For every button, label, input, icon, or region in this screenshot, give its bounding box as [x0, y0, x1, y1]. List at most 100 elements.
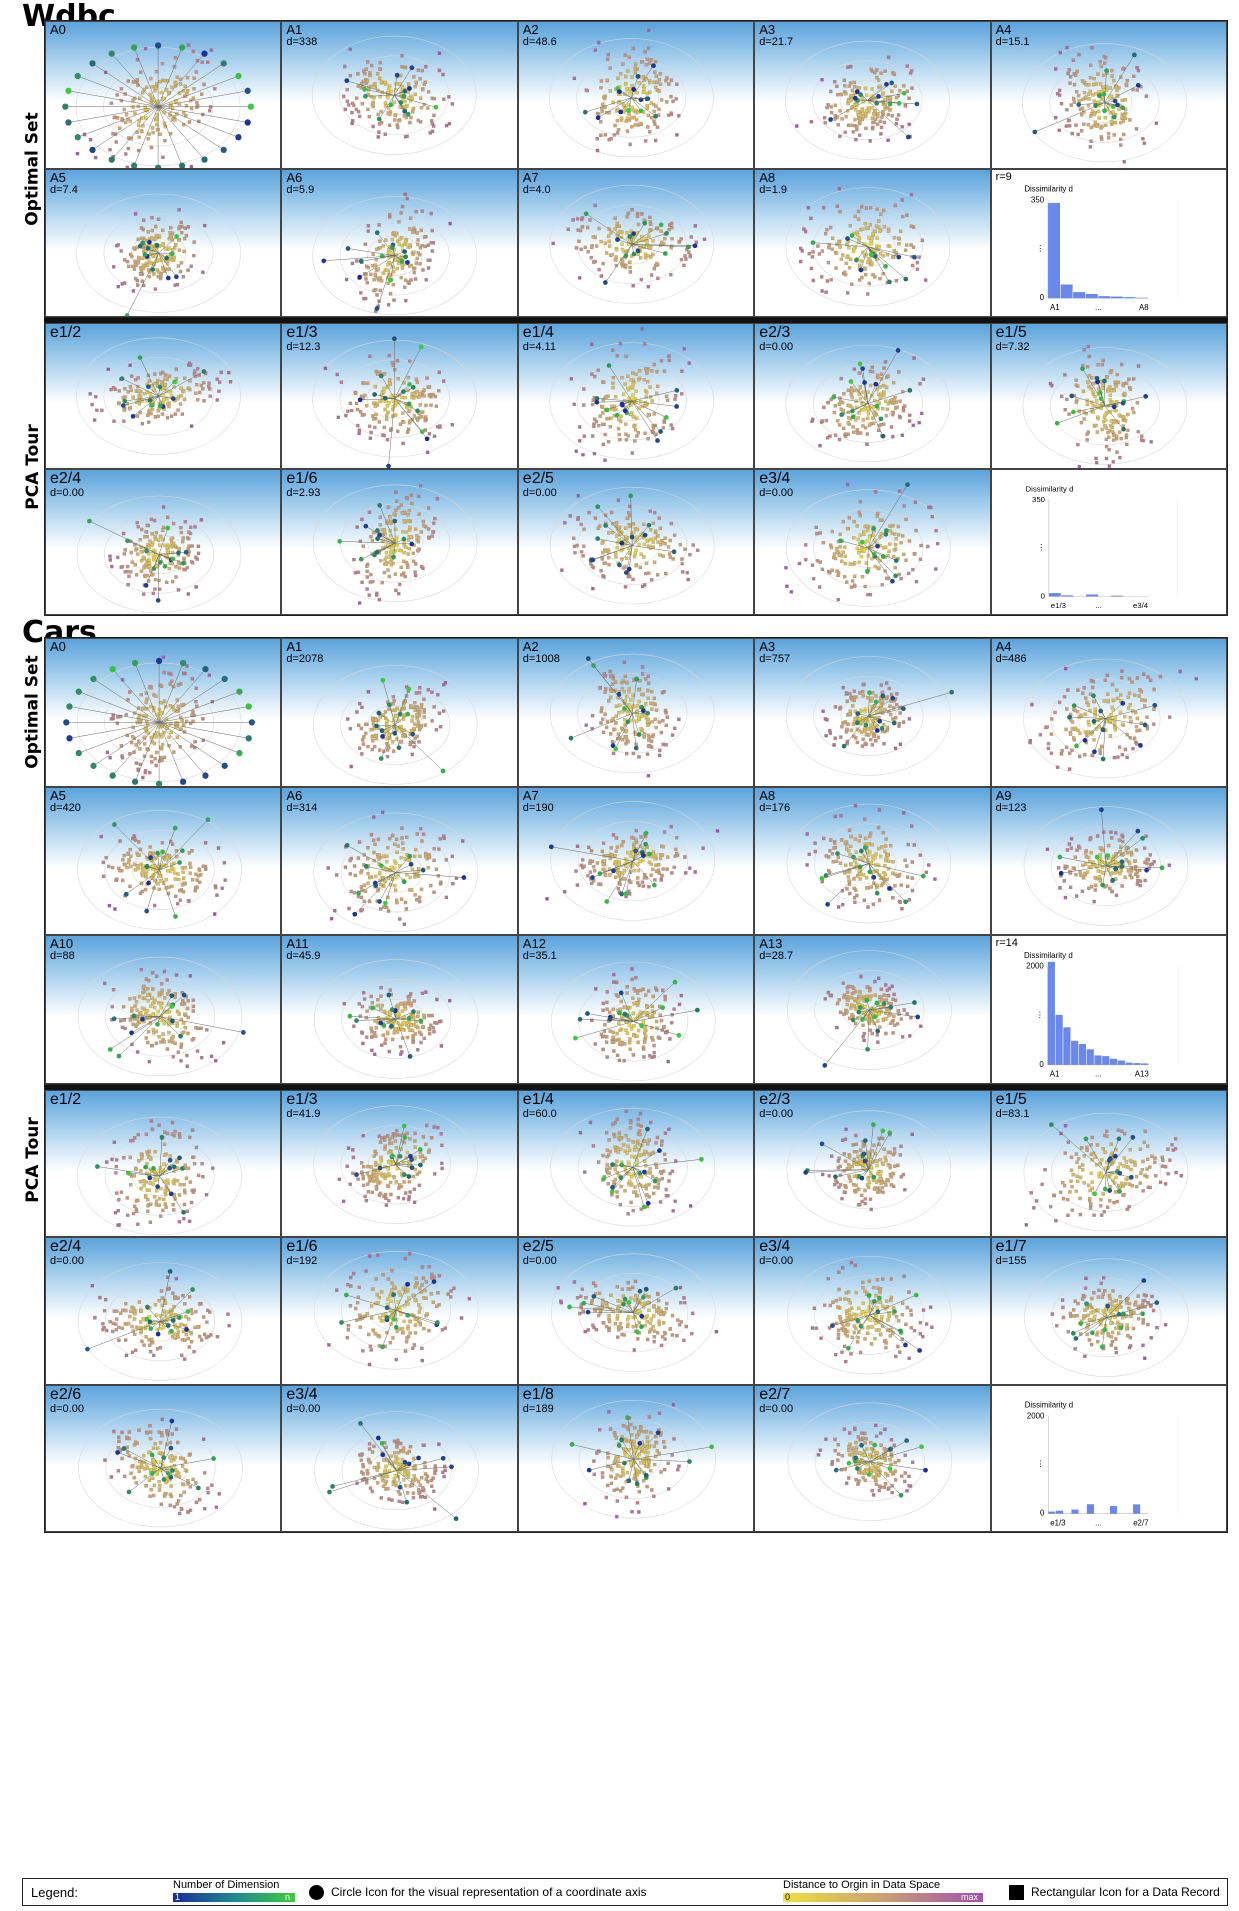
data-record	[1090, 93, 1095, 97]
data-record	[915, 579, 919, 584]
data-record	[1131, 74, 1136, 78]
data-record	[394, 714, 398, 719]
data-record	[843, 84, 847, 88]
projection-panel: e3/4 d=0.00	[754, 469, 991, 615]
data-record	[882, 383, 886, 388]
data-record	[95, 408, 99, 412]
data-record	[635, 91, 639, 95]
data-record	[876, 122, 880, 126]
axis-line	[390, 255, 396, 281]
data-record	[410, 719, 415, 723]
data-record	[883, 104, 888, 108]
axis-circle	[657, 429, 663, 434]
data-record	[380, 79, 384, 84]
data-record	[824, 231, 828, 236]
data-record	[1106, 435, 1111, 439]
data-record	[902, 552, 906, 556]
data-record	[195, 367, 200, 371]
data-record	[641, 74, 645, 79]
axis-circle	[867, 690, 872, 696]
data-record	[630, 75, 634, 79]
data-record	[926, 544, 930, 549]
data-record	[867, 235, 871, 240]
data-record	[820, 567, 825, 571]
data-record	[1086, 723, 1091, 727]
axis-line	[159, 706, 249, 723]
data-record	[877, 244, 881, 249]
data-record	[811, 563, 815, 567]
data-record	[640, 584, 645, 589]
data-record	[386, 438, 390, 442]
axis-line	[631, 400, 658, 441]
data-record	[174, 565, 178, 569]
data-record	[613, 227, 617, 231]
data-record	[875, 75, 879, 80]
data-record	[202, 82, 206, 87]
data-record	[833, 404, 838, 408]
axis-circle	[878, 416, 884, 422]
data-record	[192, 87, 196, 91]
data-record	[640, 672, 645, 676]
data-record	[153, 587, 157, 591]
projection-panel: A5 d=7.4	[45, 169, 282, 317]
data-record	[847, 403, 851, 408]
data-record	[605, 57, 610, 62]
data-record	[852, 519, 857, 524]
data-record	[623, 422, 628, 426]
data-record	[418, 77, 423, 81]
data-record	[161, 155, 165, 159]
data-record	[406, 388, 410, 393]
data-record	[577, 239, 581, 243]
data-record	[415, 231, 420, 235]
data-record	[900, 198, 905, 202]
data-record	[613, 257, 617, 262]
axis-line	[348, 248, 396, 256]
data-record	[170, 536, 175, 540]
data-record	[1107, 464, 1111, 468]
data-record	[185, 664, 189, 668]
panel-dissimilarity: d=12.3	[286, 341, 321, 353]
data-record	[614, 407, 618, 412]
data-record	[394, 588, 398, 593]
axis-circle	[875, 728, 880, 733]
data-record	[425, 376, 430, 380]
axis-circle	[583, 211, 589, 217]
data-record	[861, 744, 865, 748]
data-record	[401, 411, 405, 415]
axis-circle	[907, 387, 913, 393]
axis-line	[867, 246, 900, 258]
data-record	[88, 392, 92, 396]
data-record	[135, 520, 139, 525]
data-record	[420, 209, 425, 213]
data-record	[892, 555, 896, 559]
data-record	[1115, 88, 1119, 93]
data-record	[151, 851, 155, 855]
data-record	[149, 76, 153, 81]
data-record	[1063, 727, 1068, 732]
axis-circle	[877, 718, 883, 724]
axis-circle	[66, 735, 73, 742]
data-record	[147, 132, 151, 136]
data-record	[150, 97, 154, 101]
data-record	[148, 260, 152, 265]
axis-circle	[130, 162, 138, 168]
data-record	[858, 133, 862, 137]
data-record	[836, 419, 840, 423]
data-record	[200, 60, 204, 64]
data-record	[858, 236, 862, 240]
data-record	[150, 228, 154, 233]
data-record	[361, 738, 365, 742]
data-record	[1088, 76, 1092, 80]
axis-circle	[410, 731, 416, 737]
axis-circle	[663, 415, 669, 420]
data-record	[864, 273, 868, 277]
data-record	[824, 734, 828, 738]
data-record	[1120, 67, 1125, 71]
projection-panel: A4 d=15.1	[990, 21, 1227, 169]
data-record	[823, 717, 828, 721]
data-record	[1112, 388, 1116, 393]
data-record	[223, 878, 227, 882]
hist-bar	[1110, 296, 1123, 299]
data-record	[648, 527, 653, 532]
data-record	[577, 439, 582, 443]
